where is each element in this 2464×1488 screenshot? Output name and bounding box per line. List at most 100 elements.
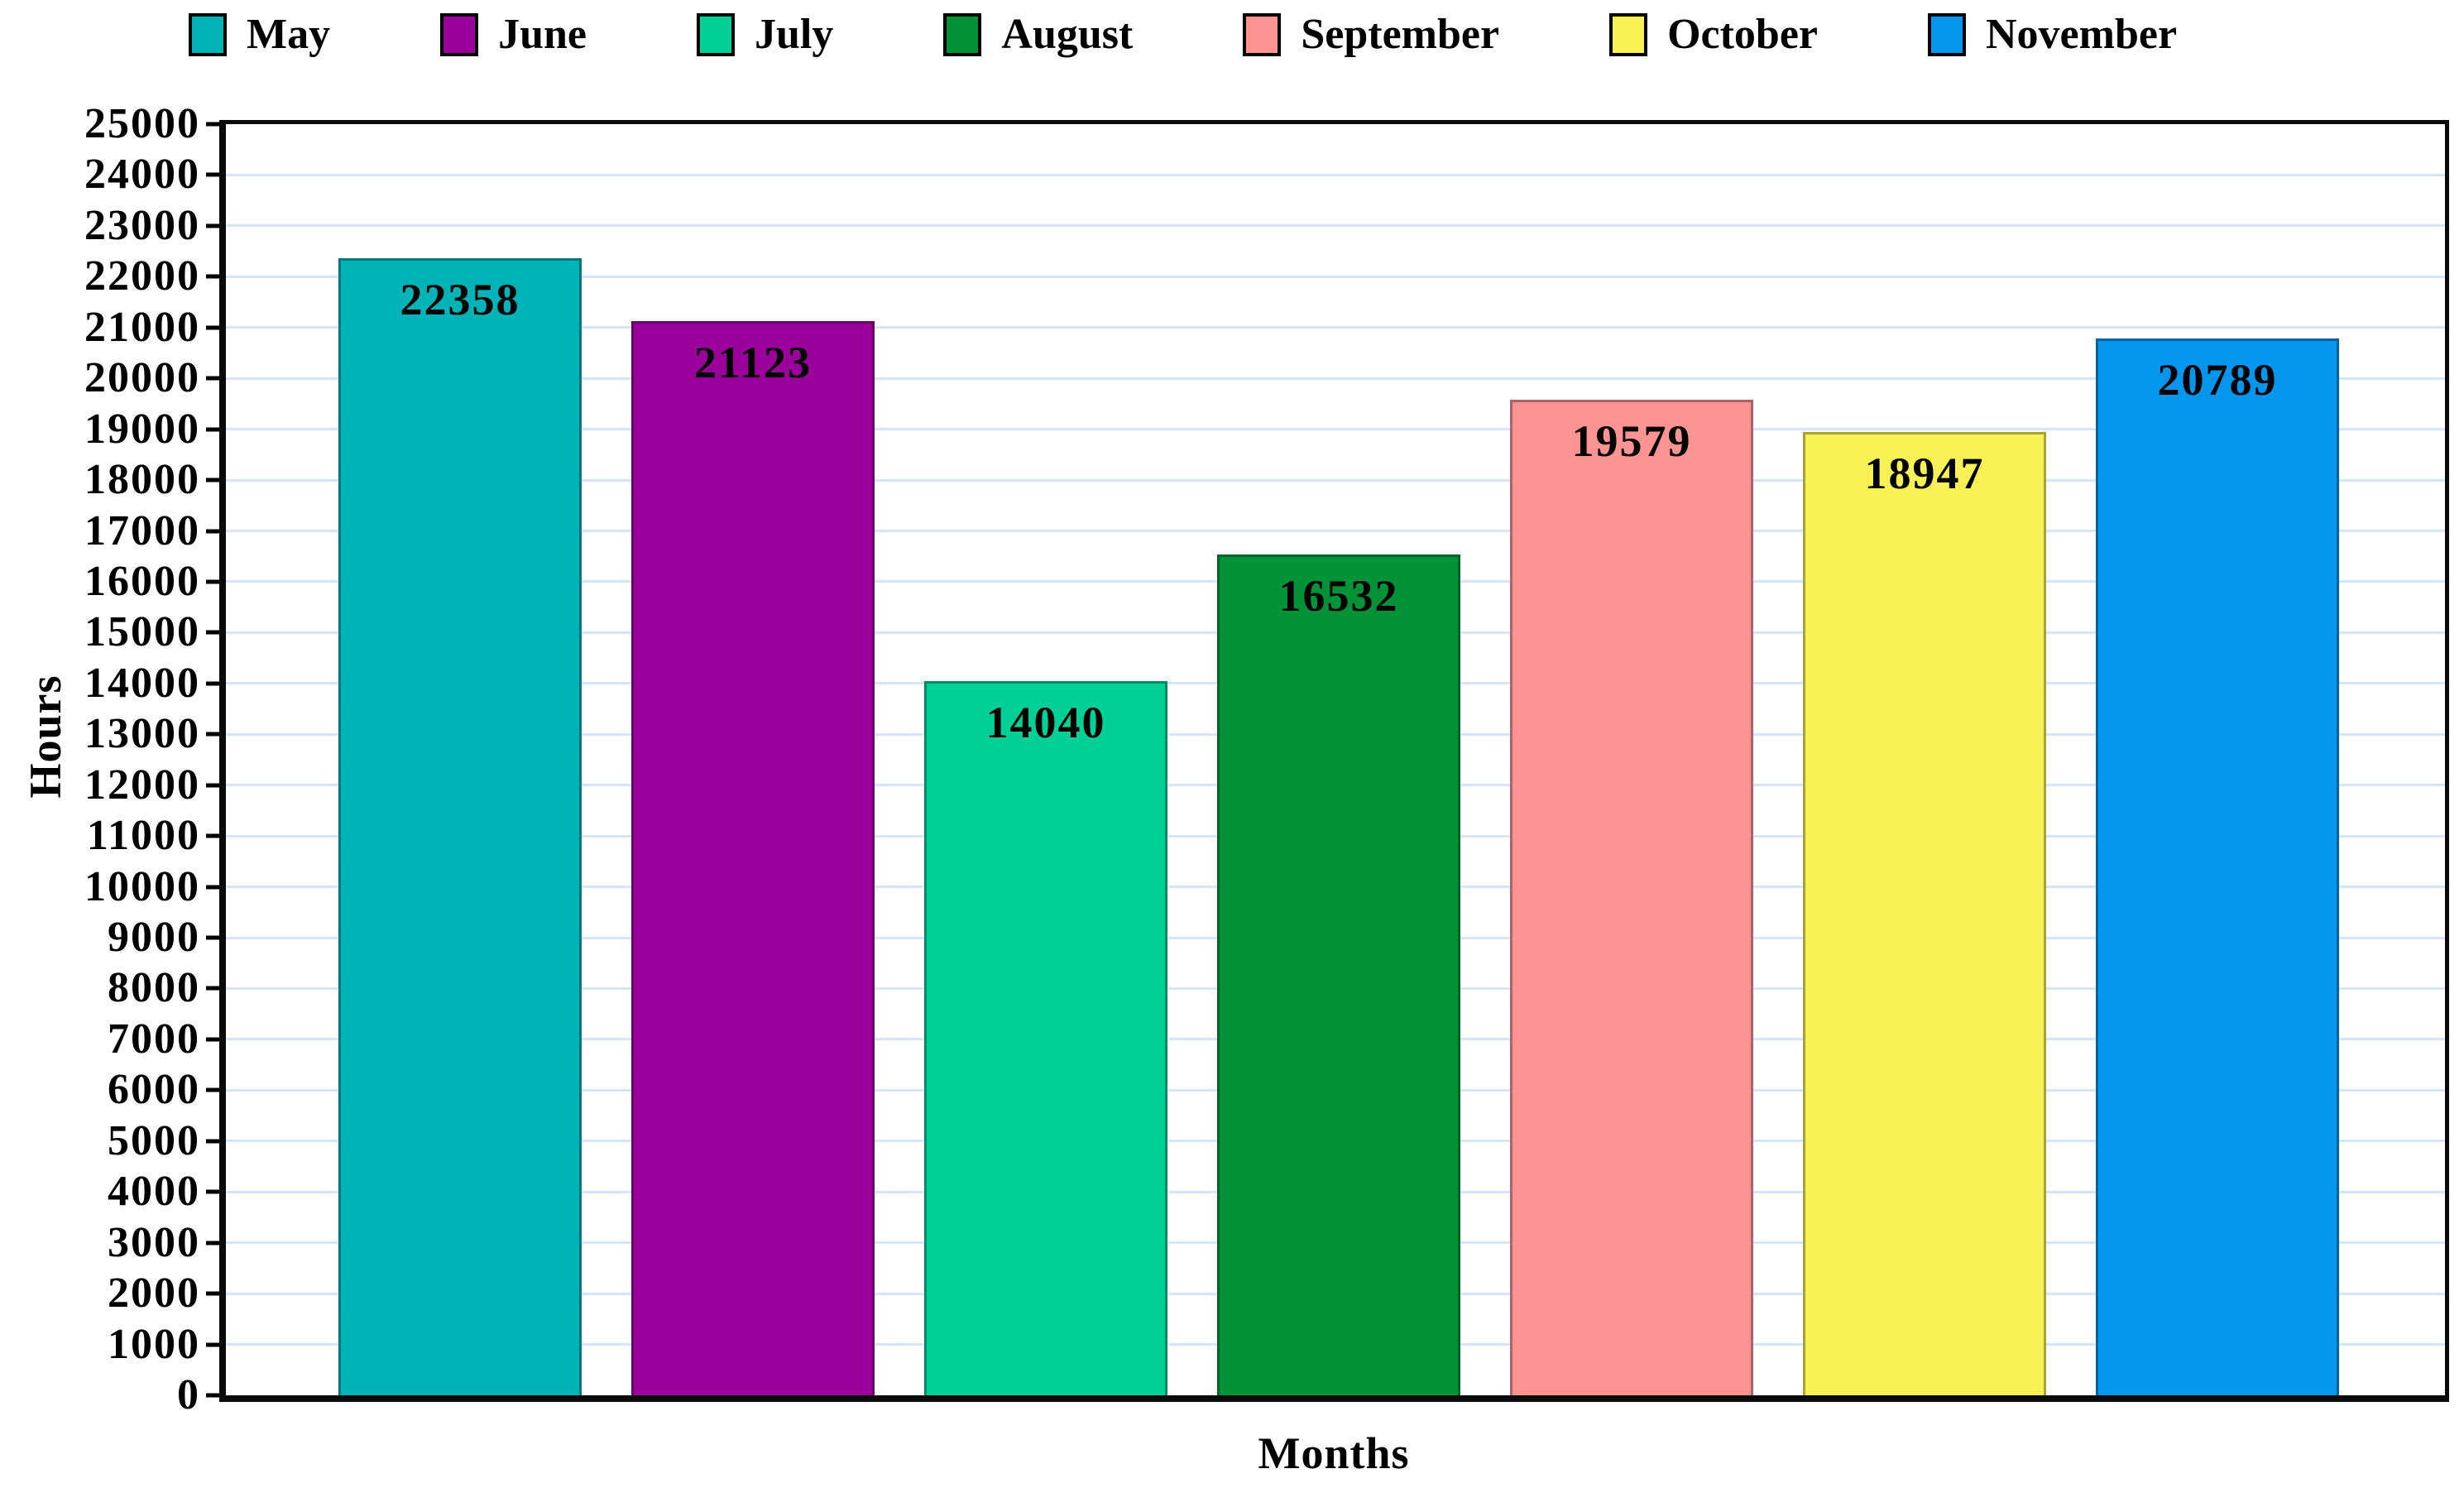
y-tick-mark: [206, 1037, 219, 1042]
y-tick-mark: [206, 935, 219, 940]
legend-swatch-icon: [1243, 13, 1282, 56]
y-tick-label: 19000: [84, 405, 200, 453]
y-tick-label: 4000: [108, 1168, 200, 1216]
plot-area: 22358 21123 14040 16532 19579 18947 20789: [219, 120, 2449, 1402]
legend-item-may: May: [189, 13, 330, 56]
legend-label: June: [498, 11, 587, 58]
grid-line: [226, 326, 2445, 329]
y-tick-label: 21000: [84, 303, 200, 351]
y-tick-label: 17000: [84, 506, 200, 554]
y-tick-mark: [206, 427, 219, 432]
y-tick-label: 6000: [108, 1066, 200, 1114]
legend-swatch-icon: [697, 13, 736, 56]
y-tick-mark: [206, 1189, 219, 1194]
legend-swatch-icon: [1928, 13, 1966, 56]
y-tick-label: 18000: [84, 456, 200, 504]
bar-may: 22358: [338, 258, 582, 1395]
y-tick-label: 23000: [84, 201, 200, 249]
y-tick-mark: [206, 122, 219, 127]
bar-value-label: 21123: [693, 338, 813, 388]
y-tick-label: 25000: [84, 100, 200, 147]
y-tick-mark: [206, 1087, 219, 1092]
y-tick-mark: [206, 1393, 219, 1398]
grid-line: [226, 377, 2445, 380]
bar-october: 18947: [1803, 431, 2046, 1395]
legend-label: August: [1001, 11, 1134, 58]
bar-value-label: 22358: [400, 275, 520, 325]
legend-swatch-icon: [943, 13, 982, 56]
y-tick-mark: [206, 478, 219, 482]
y-tick-label: 16000: [84, 557, 200, 605]
legend-label: November: [1986, 11, 2178, 58]
y-tick-label: 22000: [84, 252, 200, 300]
y-tick-mark: [206, 681, 219, 686]
y-tick-label: 1000: [108, 1320, 200, 1368]
y-tick-label: 0: [177, 1371, 200, 1418]
y-tick-mark: [206, 783, 219, 788]
y-tick-label: 5000: [108, 1116, 200, 1164]
bar-september: 19579: [1510, 400, 1753, 1395]
y-tick-label: 8000: [108, 964, 200, 1012]
y-tick-label: 12000: [84, 761, 200, 809]
grid-line: [226, 428, 2445, 431]
legend-swatch-icon: [1609, 13, 1648, 56]
y-tick-mark: [206, 172, 219, 177]
y-tick-mark: [206, 325, 219, 330]
grid-line: [226, 224, 2445, 228]
y-tick-mark: [206, 376, 219, 381]
legend-label: July: [755, 11, 834, 58]
y-tick-mark: [206, 1241, 219, 1246]
y-tick-label: 15000: [84, 608, 200, 656]
bar-value-label: 16532: [1278, 571, 1399, 622]
legend-swatch-icon: [189, 13, 227, 56]
chart-legend: May June July August September October Novembe…: [189, 13, 2177, 56]
bar-june: 21123: [631, 321, 875, 1395]
y-tick-label: 10000: [84, 862, 200, 910]
bar-value-label: 20789: [2157, 354, 2278, 405]
y-tick-mark: [206, 223, 219, 228]
y-tick-mark: [206, 986, 219, 991]
y-tick-label: 24000: [84, 151, 200, 199]
y-tick-label: 20000: [84, 354, 200, 402]
y-tick-label: 7000: [108, 1015, 200, 1063]
y-tick-mark: [206, 885, 219, 890]
y-tick-label: 11000: [86, 812, 200, 860]
x-axis-title: Months: [1258, 1428, 1410, 1478]
y-tick-mark: [206, 1291, 219, 1296]
y-tick-mark: [206, 732, 219, 737]
y-tick-label: 9000: [108, 914, 200, 962]
bar-november: 20789: [2096, 338, 2339, 1395]
bar-value-label: 18947: [1864, 448, 1985, 498]
y-tick-mark: [206, 274, 219, 279]
bar-july: 14040: [924, 681, 1167, 1395]
grid-line: [226, 530, 2445, 533]
y-tick-mark: [206, 1139, 219, 1144]
legend-item-august: August: [943, 13, 1133, 56]
bar-value-label: 19579: [1571, 416, 1692, 467]
y-tick-mark: [206, 529, 219, 534]
grid-line: [226, 478, 2445, 482]
y-tick-label: 2000: [108, 1270, 200, 1318]
legend-label: September: [1301, 11, 1500, 58]
legend-item-november: November: [1928, 13, 2177, 56]
legend-item-june: June: [440, 13, 587, 56]
legend-item-october: October: [1609, 13, 1818, 56]
y-tick-label: 14000: [84, 659, 200, 707]
grid-line: [226, 173, 2445, 176]
legend-item-september: September: [1243, 13, 1499, 56]
y-tick-label: 3000: [108, 1218, 200, 1266]
legend-item-july: July: [697, 13, 833, 56]
grid-line: [226, 275, 2445, 278]
y-tick-mark: [206, 1342, 219, 1347]
bar-august: 16532: [1217, 554, 1460, 1395]
legend-label: May: [247, 11, 331, 58]
y-axis: 0 1000 2000 3000 4000 5000 6000 7000 8000 9000 100…: [0, 103, 219, 1417]
y-tick-mark: [206, 630, 219, 635]
y-tick-label: 13000: [84, 710, 200, 758]
legend-label: October: [1667, 11, 1818, 58]
bar-value-label: 14040: [985, 698, 1106, 748]
y-tick-mark: [206, 833, 219, 838]
y-tick-mark: [206, 579, 219, 584]
legend-swatch-icon: [440, 13, 479, 56]
